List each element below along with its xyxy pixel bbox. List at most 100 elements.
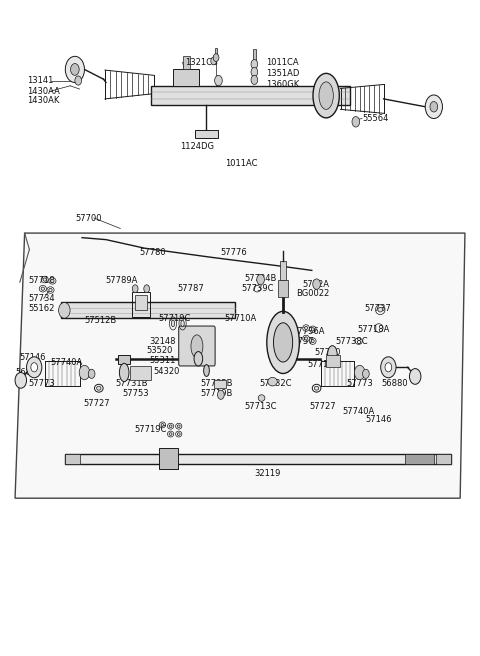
Text: 57739C: 57739C bbox=[241, 284, 274, 293]
Circle shape bbox=[257, 274, 264, 285]
Bar bbox=[278, 280, 288, 297]
Circle shape bbox=[213, 54, 219, 62]
Circle shape bbox=[313, 279, 321, 289]
Bar bbox=[132, 292, 150, 317]
Ellipse shape bbox=[96, 386, 101, 390]
Bar bbox=[130, 366, 152, 380]
Text: 57731B: 57731B bbox=[116, 379, 148, 388]
Bar bbox=[182, 56, 190, 70]
Text: 1360GK: 1360GK bbox=[266, 80, 300, 89]
Ellipse shape bbox=[161, 424, 164, 426]
Text: 56880: 56880 bbox=[381, 379, 408, 388]
Circle shape bbox=[354, 365, 365, 380]
Polygon shape bbox=[15, 233, 465, 498]
Text: 57737: 57737 bbox=[364, 304, 391, 313]
Text: 57727: 57727 bbox=[309, 402, 336, 411]
Circle shape bbox=[75, 76, 82, 85]
Text: 57789A: 57789A bbox=[105, 276, 137, 285]
Circle shape bbox=[215, 75, 222, 86]
Text: 57710A: 57710A bbox=[225, 314, 257, 323]
Ellipse shape bbox=[177, 433, 180, 436]
Bar bbox=[135, 295, 147, 310]
Circle shape bbox=[409, 369, 421, 384]
Text: 57713C: 57713C bbox=[245, 402, 277, 411]
Text: 57732C: 57732C bbox=[259, 379, 292, 388]
Text: 57753: 57753 bbox=[123, 389, 149, 398]
Circle shape bbox=[79, 365, 90, 380]
Circle shape bbox=[251, 75, 258, 85]
Ellipse shape bbox=[194, 352, 203, 366]
Ellipse shape bbox=[204, 365, 209, 377]
Text: 55564: 55564 bbox=[362, 114, 388, 123]
Text: 5772A: 5772A bbox=[302, 279, 329, 289]
Circle shape bbox=[65, 56, 84, 83]
Bar bbox=[280, 260, 286, 280]
Text: 57787: 57787 bbox=[178, 284, 204, 293]
Text: 57512B: 57512B bbox=[84, 316, 117, 325]
Circle shape bbox=[430, 102, 438, 112]
Bar bbox=[60, 302, 235, 318]
Ellipse shape bbox=[319, 82, 333, 110]
Text: 57735B: 57735B bbox=[201, 379, 233, 388]
Ellipse shape bbox=[120, 363, 129, 382]
Bar bbox=[152, 86, 350, 106]
Ellipse shape bbox=[43, 278, 47, 281]
Bar bbox=[436, 454, 451, 464]
Text: 57700: 57700 bbox=[75, 213, 101, 222]
Text: 57720: 57720 bbox=[314, 348, 341, 358]
Bar bbox=[215, 48, 217, 60]
Text: 57719C: 57719C bbox=[135, 425, 167, 434]
Text: 57718: 57718 bbox=[28, 276, 55, 285]
Text: 57727: 57727 bbox=[84, 399, 110, 408]
Bar bbox=[194, 131, 218, 138]
Bar bbox=[173, 70, 199, 86]
Ellipse shape bbox=[177, 425, 180, 428]
Text: 57719: 57719 bbox=[307, 359, 334, 369]
Circle shape bbox=[425, 95, 443, 119]
Text: 57773: 57773 bbox=[346, 379, 373, 388]
Text: 57719C: 57719C bbox=[158, 314, 191, 323]
Text: 57146: 57146 bbox=[366, 415, 392, 424]
Ellipse shape bbox=[274, 323, 293, 362]
Ellipse shape bbox=[181, 320, 184, 327]
Ellipse shape bbox=[41, 287, 45, 291]
Text: 55162: 55162 bbox=[28, 304, 55, 313]
Circle shape bbox=[71, 64, 79, 75]
Bar bbox=[405, 454, 434, 464]
Text: 57734: 57734 bbox=[28, 294, 55, 303]
Circle shape bbox=[381, 357, 396, 378]
Circle shape bbox=[385, 363, 392, 372]
Text: 57718A: 57718A bbox=[357, 325, 390, 335]
Text: 57757: 57757 bbox=[288, 337, 314, 346]
Ellipse shape bbox=[305, 337, 308, 340]
Circle shape bbox=[15, 373, 26, 388]
Text: 57740A: 57740A bbox=[50, 358, 82, 367]
Circle shape bbox=[132, 285, 138, 293]
Text: 1011CA: 1011CA bbox=[266, 58, 299, 67]
Text: 57719B: 57719B bbox=[201, 389, 233, 398]
Circle shape bbox=[88, 369, 95, 379]
Bar bbox=[65, 454, 451, 464]
Text: 57780: 57780 bbox=[140, 247, 166, 256]
Ellipse shape bbox=[169, 433, 172, 436]
Bar bbox=[118, 355, 130, 364]
Circle shape bbox=[144, 285, 150, 293]
Circle shape bbox=[362, 369, 369, 379]
Circle shape bbox=[31, 363, 37, 372]
Text: 1430AA: 1430AA bbox=[27, 87, 60, 96]
Circle shape bbox=[59, 302, 70, 318]
Text: 1124DG: 1124DG bbox=[180, 142, 214, 150]
Bar bbox=[214, 380, 226, 388]
Bar bbox=[326, 356, 339, 367]
Text: 57776: 57776 bbox=[221, 247, 248, 256]
Ellipse shape bbox=[267, 312, 300, 373]
Text: 57740A: 57740A bbox=[342, 407, 375, 417]
Text: 1321CB: 1321CB bbox=[185, 58, 218, 67]
Text: 1351AD: 1351AD bbox=[266, 69, 300, 78]
Ellipse shape bbox=[378, 308, 383, 312]
Text: 57724B: 57724B bbox=[245, 274, 277, 283]
FancyBboxPatch shape bbox=[179, 326, 215, 366]
Ellipse shape bbox=[312, 339, 314, 342]
Bar bbox=[158, 449, 178, 470]
Text: 32119: 32119 bbox=[254, 469, 281, 478]
